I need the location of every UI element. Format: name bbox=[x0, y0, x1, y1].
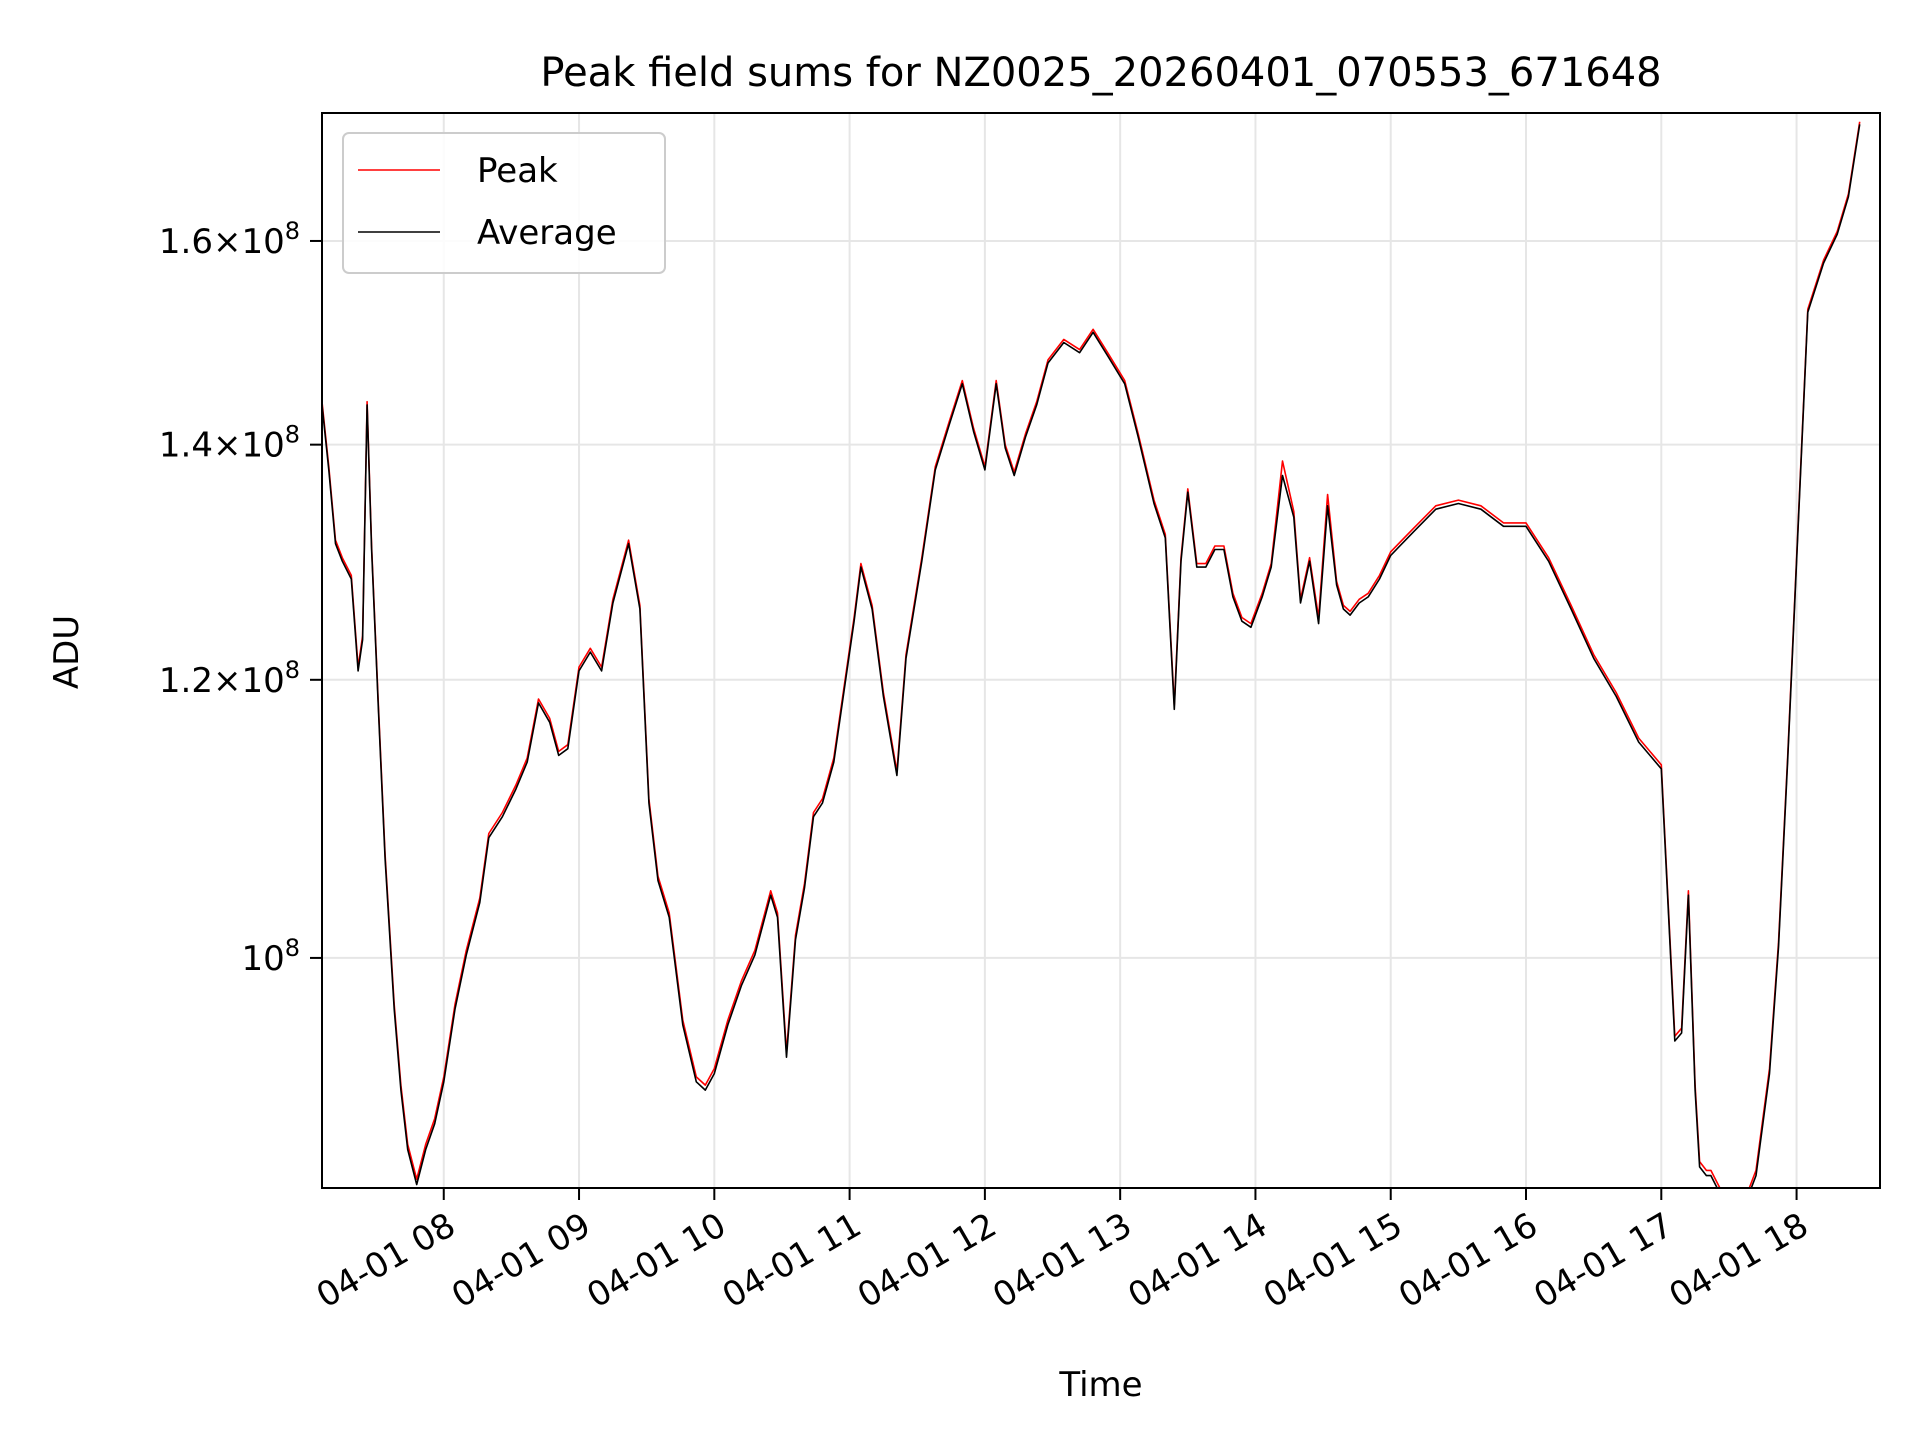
y-tick-base: 10 bbox=[241, 222, 284, 262]
x-axis-label: Time bbox=[1058, 1365, 1142, 1405]
y-tick-exponent: 8 bbox=[285, 656, 300, 684]
grid bbox=[322, 113, 1880, 1188]
y-tick-mantissa: 1.6× bbox=[159, 222, 242, 262]
chart-title: Peak field sums for NZ0025_20260401_0705… bbox=[540, 50, 1661, 96]
series-line-peak bbox=[322, 121, 1861, 1188]
y-tick-base: 10 bbox=[241, 939, 284, 979]
y-tick-label: 108 bbox=[241, 934, 300, 979]
y-tick-exponent: 8 bbox=[285, 217, 300, 245]
y-tick-base: 10 bbox=[241, 661, 284, 701]
series-line-average bbox=[322, 124, 1861, 1188]
y-axis-label: ADU bbox=[47, 615, 87, 689]
y-tick-base: 10 bbox=[241, 426, 284, 466]
y-tick-mantissa: 1.4× bbox=[159, 426, 242, 466]
legend: Peak Average bbox=[342, 132, 666, 274]
y-tick-label: 1.6×108 bbox=[159, 217, 300, 262]
y-tick-label: 1.2×108 bbox=[159, 656, 300, 701]
y-tick-mantissa: 1.2× bbox=[159, 661, 242, 701]
y-tick-exponent: 8 bbox=[285, 421, 300, 449]
series-layer bbox=[322, 121, 1861, 1188]
legend-box bbox=[342, 132, 666, 274]
y-tick-exponent: 8 bbox=[285, 934, 300, 962]
legend-label-peak: Peak bbox=[477, 151, 558, 191]
y-tick-label: 1.4×108 bbox=[159, 421, 300, 466]
plot-frame bbox=[321, 112, 1881, 1189]
legend-label-average: Average bbox=[477, 213, 617, 253]
